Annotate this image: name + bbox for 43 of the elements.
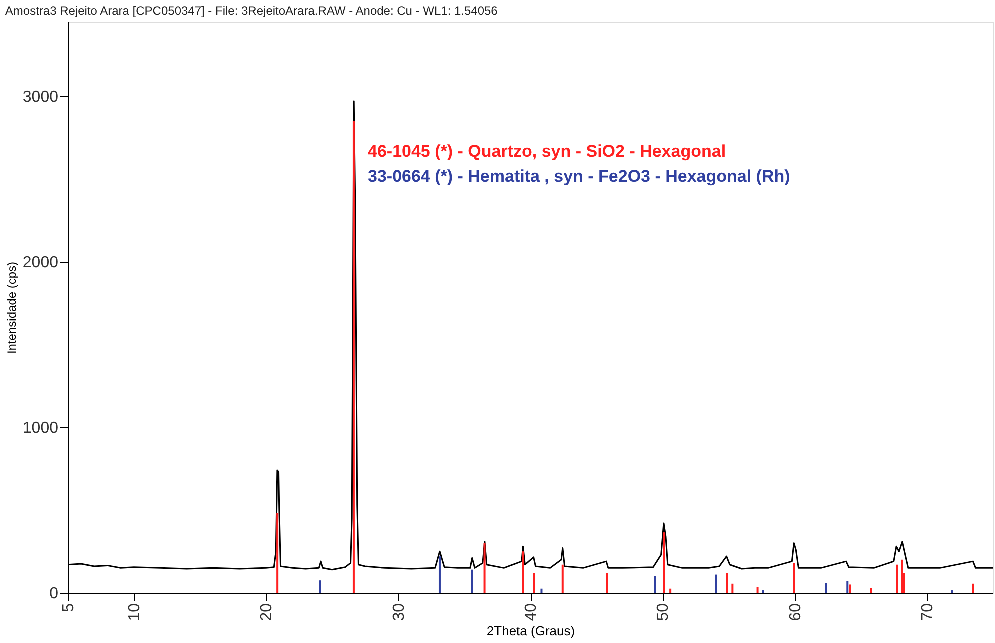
bar xyxy=(319,580,322,593)
x-tick-label: 5 xyxy=(60,603,78,612)
bar xyxy=(352,121,355,593)
series-label: 46-1045 (*) - Quartzo, syn - SiO2 - Hexagonal xyxy=(368,142,726,161)
x-tick-label: 40 xyxy=(523,603,540,622)
bar xyxy=(606,573,608,593)
bar xyxy=(540,588,543,593)
bar xyxy=(484,543,486,593)
bar xyxy=(846,581,849,593)
bar xyxy=(715,574,718,593)
chart-title: Amostra3 Rejeito Arara [CPC050347] - File: 3RejeitoArara.RAW - Anode: Cu - WL1: 1.54056 xyxy=(5,4,498,18)
y-tick-label: 1000 xyxy=(22,420,59,437)
x-tick-label: 60 xyxy=(787,603,804,622)
bar xyxy=(522,552,524,593)
x-tick-label: 70 xyxy=(919,603,936,622)
bar xyxy=(826,583,828,593)
bar xyxy=(901,560,904,593)
bar xyxy=(870,588,872,593)
y-axis-title: Intensidade (cps) xyxy=(4,262,19,354)
text: 33-0664 (*) - Hematita , syn - Fe2O3 - Hexagonal (Rh) xyxy=(368,167,790,186)
x-tick-label: 50 xyxy=(655,603,672,622)
x-tick-label: 20 xyxy=(258,603,276,622)
y-tick-label: 0 xyxy=(50,586,59,602)
y-tick-label: 3000 xyxy=(22,88,59,106)
bar xyxy=(663,532,666,593)
bar xyxy=(562,564,564,593)
bar xyxy=(849,584,852,593)
bar xyxy=(533,573,536,593)
bar xyxy=(276,514,279,593)
bar xyxy=(654,576,656,593)
x-axis-title: 2Theta (Graus) xyxy=(486,623,576,638)
bar xyxy=(756,587,759,593)
bar xyxy=(972,584,974,593)
bar xyxy=(726,573,728,593)
bar xyxy=(471,570,474,593)
x-tick-label: 10 xyxy=(126,603,144,622)
bar xyxy=(438,556,441,593)
x-tick-label: 30 xyxy=(390,603,408,622)
bar xyxy=(793,563,796,593)
bar xyxy=(896,564,898,593)
bar xyxy=(670,588,672,593)
y-tick-label: 2000 xyxy=(22,254,59,272)
bar xyxy=(732,584,734,593)
